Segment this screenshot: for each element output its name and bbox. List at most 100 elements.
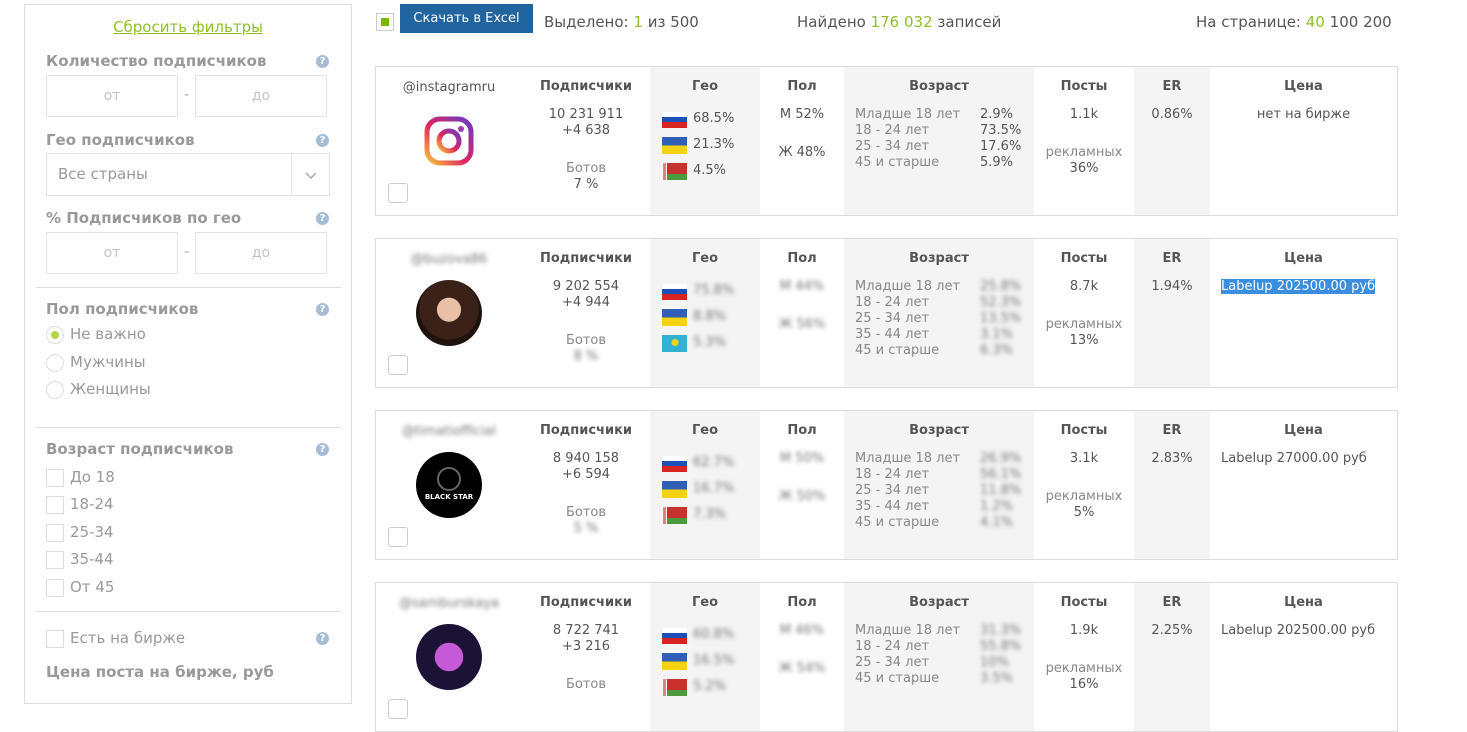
gender-radio-male[interactable]: Мужчины <box>46 353 146 372</box>
ads-label: рекламных <box>1045 661 1123 676</box>
column-header: Подписчики <box>539 251 633 266</box>
help-icon[interactable]: ? <box>316 443 329 456</box>
flag-icon <box>662 111 687 128</box>
range-dash: - <box>184 87 190 103</box>
geo-pct-to-input[interactable]: до <box>195 232 327 274</box>
followers-to-input[interactable]: до <box>195 75 327 117</box>
geo-col: Гео 60.8% 16.5% 5.2% <box>650 583 760 731</box>
age-value: 31.3% <box>980 623 1022 638</box>
cell-text: 5.3% <box>693 335 727 350</box>
geo-row: 5.2% <box>650 679 760 696</box>
avatar <box>416 280 482 346</box>
per-page-option[interactable]: 40 <box>1305 13 1325 31</box>
help-icon[interactable]: ? <box>316 303 329 316</box>
per-page-selector: На странице: 40 100 200 <box>1196 13 1392 31</box>
column-header: ER <box>1162 251 1182 266</box>
age-label: 45 и старше <box>855 155 940 170</box>
cell-text: 5.2% <box>693 679 727 694</box>
age-value: 5.9% <box>980 155 1014 170</box>
ads-label: рекламных <box>1045 317 1123 332</box>
gender-female: Ж 56% <box>778 317 826 332</box>
price-value[interactable]: Labelup 202500.00 руб <box>1221 279 1376 294</box>
price-value[interactable]: Labelup 27000.00 руб <box>1221 451 1367 466</box>
row-checkbox[interactable] <box>388 527 408 547</box>
reset-filters-link[interactable]: Сбросить фильтры <box>113 18 263 36</box>
row-checkbox[interactable] <box>388 355 408 375</box>
geo-row: 60.8% <box>650 627 760 644</box>
instagram-logo-icon <box>416 108 482 174</box>
checkbox-icon <box>46 629 64 648</box>
posts-count: 3.1k <box>1069 451 1099 466</box>
followers-growth: +3 216 <box>561 639 611 654</box>
gender-radio-any[interactable]: Не важно <box>46 325 146 344</box>
age-label: 35 - 44 лет <box>855 327 930 342</box>
age-checkbox-45plus[interactable]: От 45 <box>46 578 114 597</box>
age-checkbox-18-24[interactable]: 18-24 <box>46 495 114 514</box>
geo-row: 68.5% <box>650 111 760 128</box>
posts-count: 1.1k <box>1069 107 1099 122</box>
column-header: Пол <box>787 251 817 266</box>
age-label: Младше 18 лет <box>855 451 961 466</box>
account-col: @timatiofficial BLACK STAR <box>376 411 522 559</box>
age-checkbox-35-44[interactable]: 35-44 <box>46 550 114 569</box>
geo-row: 7.3% <box>650 507 760 524</box>
geo-row: 62.7% <box>650 455 760 472</box>
column-header: Возраст <box>909 423 969 438</box>
age-checkbox-25-34[interactable]: 25-34 <box>46 523 114 542</box>
flag-icon <box>662 653 687 670</box>
age-value: 25.8% <box>980 279 1022 294</box>
followers-count-title: Количество подписчиков <box>46 52 267 70</box>
gender-radio-female[interactable]: Женщины <box>46 380 151 399</box>
column-header: Посты <box>1060 251 1108 266</box>
er-value: 0.86% <box>1151 107 1193 122</box>
age-label: 45 и старше <box>855 343 940 358</box>
followers-from-input[interactable]: от <box>46 75 178 117</box>
age-checkbox-under18[interactable]: До 18 <box>46 468 115 487</box>
column-header: Пол <box>787 79 817 94</box>
row-checkbox[interactable] <box>388 699 408 719</box>
help-icon[interactable]: ? <box>316 212 329 225</box>
account-handle[interactable]: @instagramru <box>402 80 496 95</box>
price-value[interactable]: нет на бирже <box>1256 107 1351 122</box>
flag-icon <box>662 507 687 524</box>
age-label: 18 - 24 лет <box>855 123 930 138</box>
account-handle[interactable]: @buzova86 <box>410 252 488 267</box>
cell-text: 16.7% <box>693 481 735 496</box>
row-checkbox[interactable] <box>388 183 408 203</box>
flag-icon <box>662 309 687 326</box>
gender-male: М 46% <box>779 623 825 638</box>
subscribers-col: Подписчики 9 202 554 +4 944 Ботов 8 % <box>522 239 650 387</box>
age-value: 1.2% <box>980 499 1014 514</box>
age-value: 2.9% <box>980 107 1014 122</box>
gender-male: М 50% <box>779 451 825 466</box>
account-handle[interactable]: @timatiofficial <box>402 424 496 439</box>
age-value: 26.9% <box>980 451 1022 466</box>
geo-select[interactable]: Все страны <box>46 153 330 196</box>
help-icon[interactable]: ? <box>316 632 329 645</box>
flag-icon <box>662 627 687 644</box>
selected-counter: Выделено: 1 из 500 <box>544 13 699 31</box>
price-value[interactable]: Labelup 202500.00 руб <box>1221 623 1376 638</box>
column-header: Гео <box>691 423 719 438</box>
avatar: BLACK STAR <box>416 452 482 518</box>
account-handle[interactable]: @samburskaya <box>399 596 499 611</box>
flag-icon <box>662 283 687 300</box>
filters-sidebar: Сбросить фильтры Количество подписчиков … <box>24 4 352 704</box>
help-icon[interactable]: ? <box>316 134 329 147</box>
per-page-option[interactable]: 100 <box>1329 13 1359 31</box>
column-header: Посты <box>1060 423 1108 438</box>
select-all-checkbox[interactable] <box>376 13 394 31</box>
bots-label: Ботов <box>565 333 607 348</box>
column-header: Подписчики <box>539 595 633 610</box>
divider <box>36 611 341 612</box>
flag-icon <box>662 335 687 352</box>
per-page-option[interactable]: 200 <box>1363 13 1392 31</box>
cell-text: 4.5% <box>693 163 727 178</box>
export-excel-button[interactable]: Скачать в Excel <box>400 4 533 33</box>
bots-value: 7 % <box>573 177 599 192</box>
column-header: Возраст <box>909 595 969 610</box>
age-value: 3.5% <box>980 671 1014 686</box>
geo-pct-from-input[interactable]: от <box>46 232 178 274</box>
help-icon[interactable]: ? <box>316 55 329 68</box>
exchange-checkbox[interactable]: Есть на бирже <box>46 629 185 648</box>
